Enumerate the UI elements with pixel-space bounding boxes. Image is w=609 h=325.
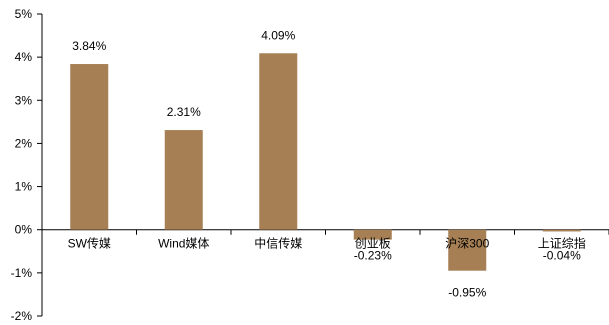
category-label: SW传媒: [68, 236, 111, 251]
bar: [543, 230, 581, 232]
y-tick-label: 2%: [15, 136, 33, 150]
bar-series: [70, 53, 581, 270]
y-tick-label: 4%: [15, 50, 33, 64]
bar: [70, 64, 108, 230]
data-label: 3.84%: [72, 39, 106, 53]
category-label: 沪深300: [445, 237, 489, 251]
category-label: 中信传媒: [254, 236, 302, 251]
y-tick-label: 1%: [15, 180, 33, 194]
y-tick-label: 0%: [15, 223, 33, 237]
y-tick-label: -2%: [11, 309, 33, 320]
data-label: -0.95%: [448, 286, 486, 300]
data-label: -0.23%: [354, 249, 392, 263]
y-tick-label: -1%: [11, 266, 33, 280]
y-tick-label: 5%: [15, 7, 33, 21]
data-label: 4.09%: [261, 28, 295, 42]
category-label: Wind媒体: [158, 237, 209, 251]
data-label: 2.31%: [167, 105, 201, 119]
bar: [165, 130, 203, 230]
y-axis-ticks: 5% 4% 3% 2% 1% 0% -1% -2%: [11, 7, 42, 320]
data-labels: 3.84% 2.31% 4.09% -0.23% -0.95% -0.04%: [72, 28, 581, 299]
data-label: -0.04%: [543, 249, 581, 263]
bar: [259, 53, 297, 229]
y-tick-label: 3%: [15, 93, 33, 107]
